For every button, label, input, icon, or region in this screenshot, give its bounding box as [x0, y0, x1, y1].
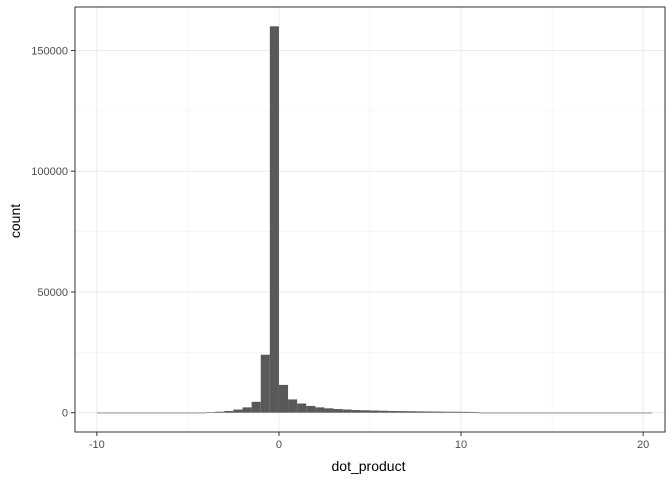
- histogram-bar-19: [270, 26, 279, 412]
- histogram-bar-18: [261, 355, 270, 413]
- histogram-bar-60: [643, 413, 652, 414]
- histogram-bar-34: [406, 411, 415, 412]
- histogram-bar-38: [443, 412, 452, 413]
- histogram-bar-56: [607, 413, 616, 414]
- histogram-bar-42: [479, 413, 488, 414]
- histogram-bar-44: [497, 413, 506, 414]
- x-tick-label: 10: [455, 439, 467, 451]
- y-tick-label: 0: [62, 408, 68, 420]
- histogram-bar-58: [625, 413, 634, 414]
- histogram-bar-10: [188, 413, 197, 414]
- histogram-bar-28: [352, 410, 361, 413]
- histogram-bar-15: [233, 410, 242, 413]
- x-axis-title: dot_product: [332, 458, 406, 474]
- histogram-bar-37: [434, 412, 443, 413]
- histogram-bar-20: [279, 385, 288, 413]
- histogram-bar-22: [297, 404, 306, 413]
- histogram-bar-17: [252, 402, 261, 413]
- histogram-bar-49: [543, 413, 552, 414]
- histogram-bar-30: [370, 411, 379, 413]
- histogram-bar-32: [388, 411, 397, 413]
- histogram-bar-27: [343, 410, 352, 413]
- histogram-bar-55: [598, 413, 607, 414]
- histogram-bar-13: [215, 412, 224, 413]
- x-tick-label: 20: [637, 439, 649, 451]
- histogram-bar-11: [197, 413, 206, 414]
- histogram-bar-47: [525, 413, 534, 414]
- histogram-bar-39: [452, 412, 461, 413]
- histogram-bar-3: [124, 413, 133, 414]
- histogram-bar-59: [634, 413, 643, 414]
- histogram-bar-12: [206, 412, 215, 413]
- histogram-bar-2: [115, 413, 124, 414]
- x-tick-label: -10: [89, 439, 105, 451]
- histogram-bar-24: [315, 407, 324, 412]
- histogram-bar-4: [133, 413, 142, 414]
- histogram-bar-36: [425, 411, 434, 412]
- histogram-bar-9: [179, 413, 188, 414]
- histogram-bar-46: [516, 413, 525, 414]
- histogram-bar-29: [361, 410, 370, 412]
- histogram-bar-35: [416, 411, 425, 412]
- histogram-bar-0: [97, 413, 106, 414]
- histogram-bar-31: [379, 411, 388, 413]
- histogram-bar-50: [552, 413, 561, 414]
- histogram-bar-14: [224, 411, 233, 413]
- histogram-bar-41: [470, 412, 479, 413]
- histogram-bar-7: [161, 413, 170, 414]
- histogram-bar-40: [461, 412, 470, 413]
- y-axis-title: count: [7, 204, 23, 238]
- histogram-bar-57: [616, 413, 625, 414]
- y-tick-label: 100000: [31, 166, 68, 178]
- histogram-bar-25: [324, 408, 333, 412]
- histogram-bar-51: [561, 413, 570, 414]
- histogram-bar-43: [488, 413, 497, 414]
- histogram-bar-23: [306, 406, 315, 413]
- histogram-bar-1: [106, 413, 115, 414]
- histogram-bar-45: [507, 413, 516, 414]
- histogram-bar-21: [288, 399, 297, 412]
- histogram-bar-54: [589, 413, 598, 414]
- x-tick-label: 0: [276, 439, 282, 451]
- histogram-bar-53: [579, 413, 588, 414]
- histogram-bar-5: [142, 413, 151, 414]
- histogram-bar-52: [570, 413, 579, 414]
- histogram-bar-16: [243, 407, 252, 412]
- histogram-bar-6: [151, 413, 160, 414]
- histogram-bar-26: [334, 409, 343, 413]
- histogram-bar-48: [534, 413, 543, 414]
- histogram-bar-8: [170, 413, 179, 414]
- y-tick-label: 50000: [37, 287, 68, 299]
- y-tick-label: 150000: [31, 45, 68, 57]
- histogram-bar-33: [397, 411, 406, 413]
